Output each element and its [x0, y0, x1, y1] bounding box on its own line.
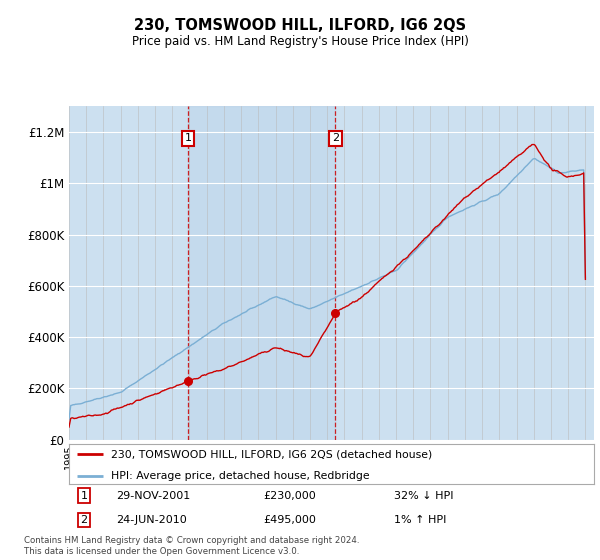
Text: 2: 2 [332, 133, 339, 143]
Text: 2: 2 [80, 515, 88, 525]
Text: HPI: Average price, detached house, Redbridge: HPI: Average price, detached house, Redb… [111, 470, 370, 480]
Bar [69, 106, 594, 440]
Text: Price paid vs. HM Land Registry's House Price Index (HPI): Price paid vs. HM Land Registry's House … [131, 35, 469, 49]
Text: 230, TOMSWOOD HILL, ILFORD, IG6 2QS: 230, TOMSWOOD HILL, ILFORD, IG6 2QS [134, 18, 466, 32]
Text: £495,000: £495,000 [263, 515, 316, 525]
Text: £230,000: £230,000 [263, 491, 316, 501]
Text: 1: 1 [184, 133, 191, 143]
Text: 24-JUN-2010: 24-JUN-2010 [116, 515, 187, 525]
Text: Contains HM Land Registry data © Crown copyright and database right 2024.
This d: Contains HM Land Registry data © Crown c… [24, 536, 359, 556]
Text: 32% ↓ HPI: 32% ↓ HPI [395, 491, 454, 501]
Text: 1% ↑ HPI: 1% ↑ HPI [395, 515, 447, 525]
Bar [188, 106, 335, 440]
Text: 1: 1 [80, 491, 88, 501]
Text: 29-NOV-2001: 29-NOV-2001 [116, 491, 191, 501]
Text: 230, TOMSWOOD HILL, ILFORD, IG6 2QS (detached house): 230, TOMSWOOD HILL, ILFORD, IG6 2QS (det… [111, 449, 432, 459]
